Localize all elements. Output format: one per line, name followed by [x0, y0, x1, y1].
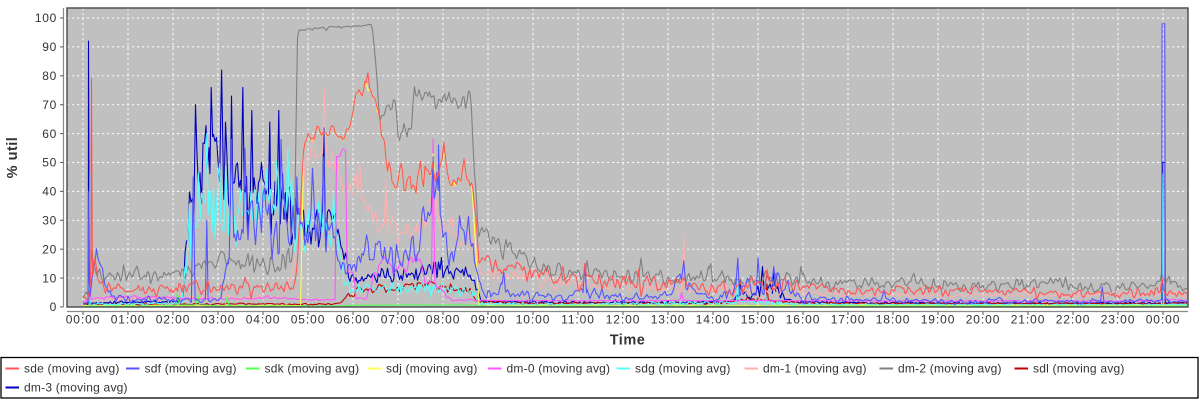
- svg-text:21:00: 21:00: [1011, 313, 1046, 327]
- svg-text:Time: Time: [610, 333, 646, 349]
- svg-text:22:00: 22:00: [1056, 313, 1091, 327]
- svg-text:19:00: 19:00: [921, 313, 956, 327]
- svg-text:18:00: 18:00: [876, 313, 911, 327]
- svg-text:08:00: 08:00: [426, 313, 461, 327]
- svg-text:02:00: 02:00: [156, 313, 191, 327]
- svg-text:11:00: 11:00: [561, 313, 595, 327]
- svg-text:70: 70: [42, 98, 57, 112]
- svg-text:sdl (moving avg): sdl (moving avg): [1033, 362, 1125, 376]
- svg-text:30: 30: [42, 214, 57, 228]
- svg-text:0: 0: [50, 300, 57, 314]
- svg-text:05:00: 05:00: [291, 313, 326, 327]
- svg-text:10:00: 10:00: [516, 313, 551, 327]
- svg-text:sdj (moving avg): sdj (moving avg): [386, 362, 478, 376]
- svg-text:00:00: 00:00: [1146, 313, 1181, 327]
- svg-text:80: 80: [42, 69, 57, 83]
- svg-text:60: 60: [42, 127, 57, 141]
- svg-text:01:00: 01:00: [111, 313, 146, 327]
- svg-text:dm-1 (moving avg): dm-1 (moving avg): [763, 362, 867, 376]
- svg-text:% util: % util: [5, 137, 21, 179]
- svg-text:sdk (moving avg): sdk (moving avg): [265, 362, 360, 376]
- svg-text:sde (moving avg): sde (moving avg): [24, 362, 120, 376]
- svg-text:03:00: 03:00: [201, 313, 236, 327]
- svg-text:dm-3 (moving avg): dm-3 (moving avg): [24, 381, 128, 395]
- svg-text:06:00: 06:00: [336, 313, 371, 327]
- svg-text:40: 40: [42, 185, 57, 199]
- svg-text:12:00: 12:00: [606, 313, 641, 327]
- svg-text:13:00: 13:00: [651, 313, 686, 327]
- svg-text:07:00: 07:00: [381, 313, 416, 327]
- svg-text:sdg (moving avg): sdg (moving avg): [635, 362, 731, 376]
- svg-text:10: 10: [42, 271, 57, 285]
- svg-text:sdf (moving avg): sdf (moving avg): [145, 362, 237, 376]
- svg-text:16:00: 16:00: [786, 313, 821, 327]
- svg-text:20:00: 20:00: [966, 313, 1001, 327]
- svg-text:dm-2 (moving avg): dm-2 (moving avg): [898, 362, 1002, 376]
- svg-text:09:00: 09:00: [471, 313, 506, 327]
- svg-text:17:00: 17:00: [831, 313, 866, 327]
- svg-text:100: 100: [35, 11, 57, 25]
- svg-text:dm-0 (moving avg): dm-0 (moving avg): [507, 362, 611, 376]
- svg-text:15:00: 15:00: [741, 313, 776, 327]
- svg-text:50: 50: [42, 156, 57, 170]
- svg-text:20: 20: [42, 242, 57, 256]
- svg-text:04:00: 04:00: [246, 313, 281, 327]
- svg-text:00:00: 00:00: [66, 313, 101, 327]
- svg-text:90: 90: [42, 40, 57, 54]
- svg-text:14:00: 14:00: [696, 313, 731, 327]
- svg-text:23:00: 23:00: [1101, 313, 1136, 327]
